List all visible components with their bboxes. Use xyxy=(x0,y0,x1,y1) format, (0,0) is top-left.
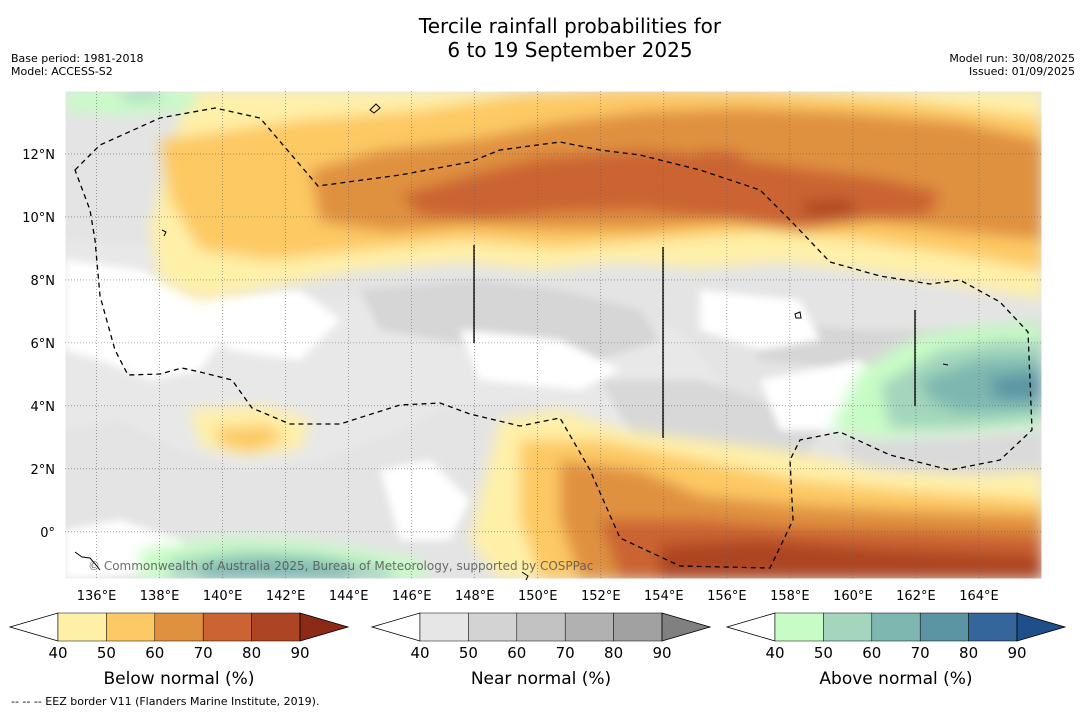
lon-tick-label: 138°E xyxy=(140,589,180,604)
colorbar-tick-label: 70 xyxy=(194,644,213,662)
colorbar: 40 50 60 70 80 90 Above normal (%) xyxy=(725,612,1067,689)
lon-tick-label: 136°E xyxy=(77,589,117,604)
lat-tick-label: 0° xyxy=(40,526,55,541)
colorbar-label: Below normal (%) xyxy=(104,669,255,689)
white-zone-g xyxy=(380,460,470,540)
probability-field xyxy=(65,91,1042,579)
grey-patch-b xyxy=(360,280,660,360)
colorbar-segment xyxy=(968,612,1018,642)
lat-tick-label: 4°N xyxy=(31,400,56,415)
colorbar-segment xyxy=(154,612,204,642)
lat-tick-label: 2°N xyxy=(31,463,56,478)
colorbar-tick-label: 60 xyxy=(145,644,164,662)
footnote: -- -- -- EEZ border V11 (Flanders Marine… xyxy=(11,695,320,708)
colorbar-extend-low xyxy=(370,612,421,642)
colorbar-tick-label: 80 xyxy=(242,644,261,662)
lon-tick-label: 156°E xyxy=(707,589,747,604)
colorbar-tick-label: 40 xyxy=(765,644,784,662)
colorbar-label: Above normal (%) xyxy=(819,669,972,689)
colorbar-tick-label: 90 xyxy=(290,644,309,662)
below-normal-field xyxy=(150,91,1042,579)
title-line-1: Tercile rainfall probabilities for xyxy=(418,14,722,38)
colorbar: 40 50 60 70 80 90 Near normal (%) xyxy=(370,612,712,689)
lon-tick-label: 152°E xyxy=(581,589,621,604)
lon-tick-label: 146°E xyxy=(392,589,432,604)
latitude-tick-labels: 0° 2°N 4°N 6°N 8°N 10°N 12°N xyxy=(22,148,55,541)
colorbar-tick-label: 90 xyxy=(652,644,671,662)
copyright-text: © Commonwealth of Australia 2025, Bureau… xyxy=(88,559,593,573)
colorbar-tick-label: 70 xyxy=(911,644,930,662)
colorbar-extend-high xyxy=(661,612,712,642)
lon-tick-label: 140°E xyxy=(203,589,243,604)
longitude-tick-labels: 136°E 138°E 140°E 142°E 144°E 146°E 148°E 150°E… xyxy=(77,589,999,604)
eez-border xyxy=(74,107,1033,569)
colorbar-tick-label: 50 xyxy=(459,644,478,662)
colorbar-segment xyxy=(823,612,873,642)
colorbars: 40 50 60 70 80 90 Below normal (%) 40 50 60 70 80 90… xyxy=(8,612,1067,689)
colorbar-label: Near normal (%) xyxy=(471,669,611,689)
colorbar-tick-label: 50 xyxy=(97,644,116,662)
lon-tick-label: 144°E xyxy=(329,589,369,604)
lon-tick-label: 158°E xyxy=(770,589,810,604)
colorbar-tick-label: 40 xyxy=(48,644,67,662)
lon-tick-label: 154°E xyxy=(644,589,684,604)
colorbar-segment xyxy=(871,612,921,642)
white-zone-c xyxy=(460,330,620,390)
colorbar-segment xyxy=(468,612,518,642)
model-run: Model run: 30/08/2025 xyxy=(949,52,1075,65)
map-frame xyxy=(64,90,1043,580)
colorbar-extend-low xyxy=(725,612,776,642)
colorbar-segment xyxy=(564,612,614,642)
meta-right: Model run: 30/08/2025 Issued: 01/09/2025 xyxy=(949,52,1075,78)
colorbar-segment xyxy=(419,612,469,642)
colorbar-tick-label: 50 xyxy=(814,644,833,662)
colorbar-tick-label: 60 xyxy=(862,644,881,662)
colorbar: 40 50 60 70 80 90 Below normal (%) xyxy=(8,612,350,689)
lon-tick-label: 164°E xyxy=(959,589,999,604)
title-line-2: 6 to 19 September 2025 xyxy=(447,38,693,62)
land-outlines xyxy=(74,103,949,581)
colorbar-segment xyxy=(251,612,301,642)
issued-date: Issued: 01/09/2025 xyxy=(968,65,1075,78)
lat-tick-label: 6°N xyxy=(31,337,56,352)
base-period: Base period: 1981-2018 xyxy=(11,52,144,65)
colorbar-extend-high xyxy=(299,612,350,642)
chart-title: Tercile rainfall probabilities for 6 to … xyxy=(0,14,1085,62)
lon-tick-label: 160°E xyxy=(833,589,873,604)
colorbar-segment xyxy=(919,612,969,642)
grey-patch-e xyxy=(840,430,1042,480)
colorbar-segment xyxy=(516,612,566,642)
colorbar-segment xyxy=(202,612,252,642)
colorbar-tick-label: 80 xyxy=(959,644,978,662)
lat-tick-label: 8°N xyxy=(31,274,56,289)
colorbar-tick-label: 90 xyxy=(1007,644,1026,662)
lon-tick-label: 150°E xyxy=(518,589,558,604)
colorbar-extend-low xyxy=(8,612,59,642)
colorbar-extend-high xyxy=(1016,612,1067,642)
gridlines xyxy=(65,91,1042,579)
colorbar-segment xyxy=(106,612,156,642)
white-zone-b xyxy=(180,290,340,360)
lon-tick-label: 148°E xyxy=(455,589,495,604)
colorbar-tick-label: 80 xyxy=(604,644,623,662)
white-zone-a xyxy=(65,260,230,380)
lat-tick-label: 10°N xyxy=(22,211,55,226)
colorbar-tick-label: 40 xyxy=(410,644,429,662)
lon-tick-label: 142°E xyxy=(266,589,306,604)
colorbar-segment xyxy=(57,612,107,642)
lat-tick-label: 12°N xyxy=(22,148,55,163)
colorbar-segment xyxy=(613,612,663,642)
colorbar-tick-label: 70 xyxy=(556,644,575,662)
meta-left: Base period: 1981-2018 Model: ACCESS-S2 xyxy=(11,52,143,78)
lon-tick-label: 162°E xyxy=(896,589,936,604)
colorbar-segment xyxy=(774,612,824,642)
model-name: Model: ACCESS-S2 xyxy=(11,65,113,78)
colorbar-tick-label: 60 xyxy=(507,644,526,662)
